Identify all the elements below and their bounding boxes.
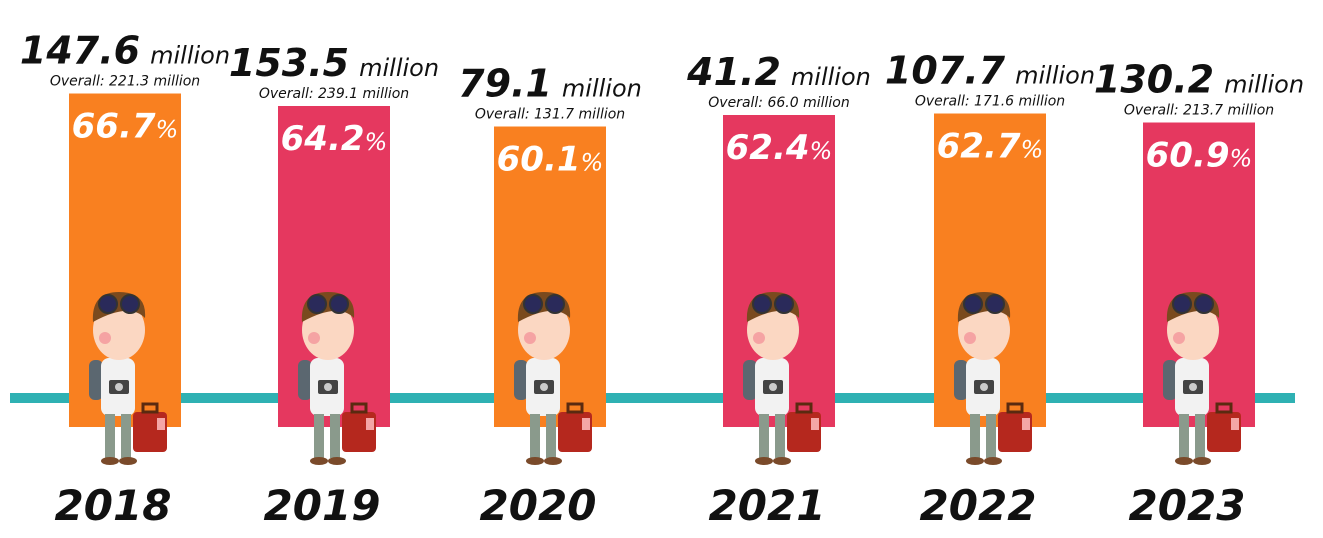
overall-label: Overall: 239.1 million bbox=[259, 86, 409, 102]
share-unit: % bbox=[365, 128, 388, 156]
value-unit: million bbox=[359, 54, 439, 82]
overall-label: Overall: 131.7 million bbox=[475, 107, 625, 123]
timeline bbox=[10, 393, 1295, 403]
chart: 66.7% 147.6 million Overall: 221.3 million 2… bbox=[0, 0, 1323, 538]
share-unit: % bbox=[156, 116, 179, 144]
share-value: 66.7 bbox=[72, 107, 156, 147]
value: 153.5 bbox=[229, 41, 349, 85]
share-unit: % bbox=[1230, 145, 1253, 173]
value: 130.2 bbox=[1094, 58, 1214, 102]
value-label: 147.6 million bbox=[20, 29, 230, 73]
year-label: 2021 bbox=[709, 481, 826, 530]
value-unit: million bbox=[562, 75, 642, 103]
value-label: 153.5 million bbox=[229, 41, 439, 85]
overall-label: Overall: 213.7 million bbox=[1124, 103, 1274, 119]
year-label: 2019 bbox=[264, 481, 381, 530]
year-label: 2020 bbox=[480, 481, 597, 530]
share-unit: % bbox=[1021, 136, 1044, 164]
share-value: 62.7 bbox=[937, 127, 1021, 167]
plot: 66.7% 147.6 million Overall: 221.3 million 2… bbox=[10, 29, 1304, 531]
value-unit: million bbox=[791, 63, 871, 91]
value-unit: million bbox=[150, 42, 230, 70]
share-value: 62.4 bbox=[726, 128, 810, 168]
overall-label: Overall: 221.3 million bbox=[50, 74, 200, 90]
value: 79.1 bbox=[458, 62, 552, 106]
value-label: 107.7 million bbox=[885, 49, 1095, 93]
share-unit: % bbox=[810, 137, 833, 165]
value: 147.6 bbox=[20, 29, 140, 73]
value: 107.7 bbox=[885, 49, 1006, 93]
share-unit: % bbox=[581, 149, 604, 177]
value: 41.2 bbox=[686, 50, 781, 94]
overall-label: Overall: 171.6 million bbox=[915, 94, 1065, 110]
value-label: 130.2 million bbox=[1094, 58, 1304, 102]
value-label: 79.1 million bbox=[458, 62, 642, 106]
value-unit: million bbox=[1015, 62, 1095, 90]
year-label: 2022 bbox=[920, 481, 1037, 530]
share-value: 60.1 bbox=[497, 140, 581, 180]
value-label: 41.2 million bbox=[686, 50, 871, 94]
value-unit: million bbox=[1224, 71, 1304, 99]
share-value: 64.2 bbox=[281, 119, 365, 159]
year-label: 2018 bbox=[55, 481, 172, 530]
overall-label: Overall: 66.0 million bbox=[708, 95, 849, 111]
year-label: 2023 bbox=[1129, 481, 1246, 530]
share-value: 60.9 bbox=[1146, 136, 1230, 176]
